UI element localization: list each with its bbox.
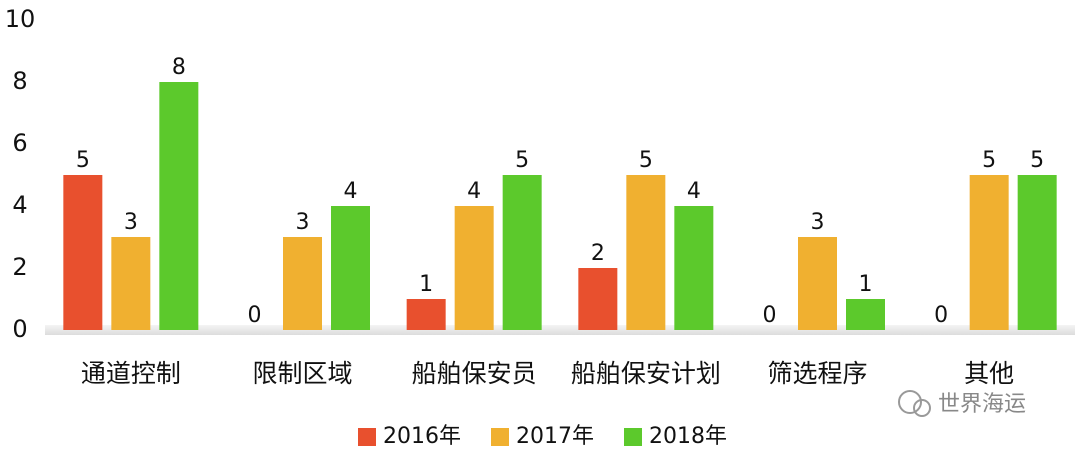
bar: [1017, 175, 1057, 330]
data-label: 3: [811, 210, 825, 235]
bar: [159, 82, 199, 330]
legend-swatch: [358, 428, 376, 446]
data-label: 3: [124, 210, 138, 235]
x-tick-label: 船舶保安计划: [571, 359, 721, 388]
watermark-text: 世界海运: [938, 392, 1026, 417]
y-tick-label: 2: [12, 253, 27, 281]
plot-floor: [45, 325, 1075, 335]
x-tick-label: 船舶保安员: [412, 359, 537, 388]
x-tick-label: 筛选程序: [767, 359, 867, 388]
x-tick-label: 限制区域: [252, 359, 352, 388]
data-label: 5: [639, 148, 653, 173]
data-label: 0: [763, 303, 777, 328]
data-label: 8: [172, 55, 186, 80]
legend-swatch: [624, 428, 642, 446]
x-tick-label: 通道控制: [81, 359, 181, 388]
data-label: 4: [344, 179, 358, 204]
data-label: 5: [76, 148, 90, 173]
data-label: 5: [1030, 148, 1044, 173]
x-tick-label: 其他: [964, 359, 1014, 388]
data-label: 4: [467, 179, 481, 204]
legend-label: 2017年: [516, 424, 594, 449]
legend-label: 2016年: [383, 424, 461, 449]
bar: [798, 237, 837, 330]
data-label: 1: [419, 272, 433, 297]
bar: [406, 299, 446, 330]
data-label: 1: [859, 272, 873, 297]
data-label: 3: [296, 210, 310, 235]
bar: [626, 175, 666, 330]
y-tick-label: 6: [12, 129, 27, 157]
watermark: 世界海运: [898, 390, 1026, 417]
bar: [578, 268, 618, 330]
data-label: 0: [248, 303, 262, 328]
data-label: 5: [515, 148, 529, 173]
bar: [111, 237, 151, 330]
legend-swatch: [491, 428, 509, 446]
data-label: 0: [934, 303, 948, 328]
bar: [846, 299, 885, 330]
legend-label: 2018年: [649, 424, 727, 449]
data-label: 4: [687, 179, 701, 204]
bar: [63, 175, 103, 330]
y-tick-label: 8: [12, 67, 27, 95]
y-tick-label: 0: [12, 315, 27, 343]
y-tick-label: 10: [5, 5, 36, 33]
bar: [454, 206, 494, 330]
data-label: 5: [982, 148, 996, 173]
data-label: 2: [591, 241, 605, 266]
bar: [674, 206, 714, 330]
y-tick-label: 4: [12, 191, 27, 219]
bar: [331, 206, 370, 330]
bar: [283, 237, 322, 330]
bar: [502, 175, 542, 330]
bar: [969, 175, 1009, 330]
